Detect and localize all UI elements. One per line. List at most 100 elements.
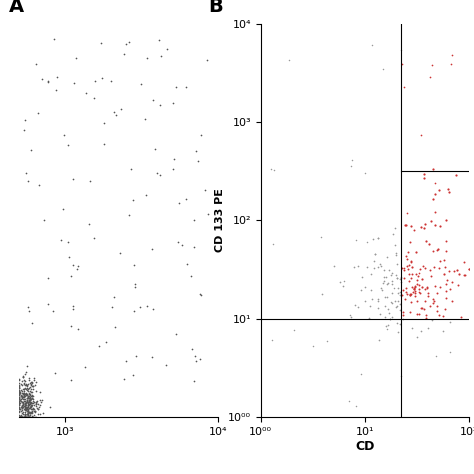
Point <box>85 220 93 228</box>
Point <box>267 165 275 173</box>
Point <box>17 391 25 399</box>
Point <box>23 386 31 394</box>
Point <box>25 401 33 409</box>
Point <box>413 310 421 318</box>
Point <box>450 267 457 275</box>
Point <box>431 221 438 228</box>
Point <box>443 247 450 255</box>
Point <box>21 395 29 403</box>
Point <box>129 196 137 204</box>
Point <box>393 274 401 282</box>
Point <box>421 297 429 304</box>
Point <box>357 287 365 294</box>
Point <box>392 252 399 259</box>
Point <box>15 390 23 398</box>
Point <box>29 385 37 392</box>
Point <box>422 314 430 322</box>
Point <box>64 238 72 246</box>
Point <box>27 378 35 385</box>
Point <box>429 195 437 203</box>
Point <box>154 170 161 177</box>
Point <box>44 77 52 85</box>
Point <box>18 393 26 401</box>
Point <box>21 403 28 410</box>
Point <box>383 325 391 333</box>
Point <box>27 402 35 410</box>
Point <box>204 210 212 218</box>
Point <box>24 411 32 419</box>
Point <box>15 408 23 415</box>
Point <box>385 279 392 286</box>
Point <box>15 397 23 404</box>
Point <box>25 401 32 409</box>
Point <box>17 397 25 405</box>
Point <box>21 391 28 398</box>
Point <box>381 302 389 310</box>
Point <box>417 223 425 230</box>
Point <box>411 289 419 297</box>
Point <box>28 410 36 417</box>
Point <box>98 74 106 82</box>
Point <box>25 410 32 417</box>
Point <box>448 52 456 59</box>
Point <box>19 413 27 421</box>
Point <box>413 281 420 288</box>
Point <box>23 410 31 418</box>
Point <box>15 379 23 386</box>
Point <box>127 165 135 173</box>
Point <box>28 391 36 399</box>
Point <box>32 402 39 410</box>
Point <box>382 322 390 330</box>
Point <box>19 389 27 396</box>
Point <box>15 387 23 395</box>
Point <box>15 384 23 392</box>
Point <box>25 177 32 184</box>
Point <box>429 247 437 255</box>
Point <box>18 403 26 410</box>
Point <box>40 216 48 224</box>
Point <box>355 262 362 270</box>
Point <box>178 241 186 249</box>
Point <box>191 216 198 224</box>
Point <box>110 108 118 115</box>
Point <box>15 391 23 398</box>
Point <box>268 336 276 344</box>
Point <box>410 285 418 293</box>
Point <box>400 264 408 272</box>
Point <box>28 413 36 421</box>
Point <box>379 287 386 294</box>
Point <box>419 262 427 269</box>
Point <box>24 409 32 416</box>
Point <box>25 376 33 383</box>
Point <box>397 274 405 282</box>
Point <box>136 303 143 311</box>
Point <box>36 410 44 418</box>
Point <box>33 401 40 408</box>
Point <box>25 374 33 382</box>
Point <box>27 405 35 413</box>
Point <box>415 310 423 318</box>
Point <box>155 36 163 44</box>
Point <box>129 371 137 378</box>
Point <box>434 302 441 310</box>
Point <box>23 362 31 370</box>
Point <box>123 40 130 48</box>
Point <box>23 398 31 405</box>
Point <box>18 409 26 417</box>
Point <box>23 382 31 389</box>
Point <box>18 404 26 412</box>
Point <box>28 401 36 409</box>
Point <box>21 392 29 400</box>
Point <box>407 308 414 316</box>
Point <box>405 277 412 285</box>
Point <box>16 413 24 421</box>
Point <box>436 311 443 319</box>
Point <box>20 413 28 421</box>
Point <box>435 186 443 194</box>
Point <box>399 311 407 319</box>
Point <box>270 166 278 174</box>
Point <box>73 54 80 62</box>
Point <box>393 260 401 268</box>
Point <box>27 391 34 398</box>
Point <box>18 413 26 421</box>
